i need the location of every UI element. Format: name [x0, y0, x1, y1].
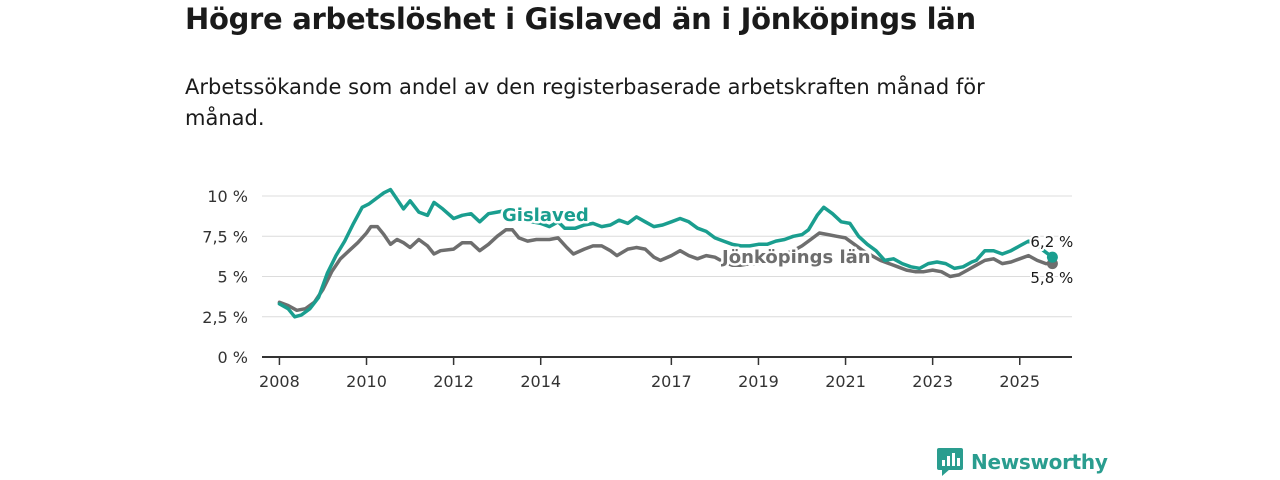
series-end-value-label: 6,2 %	[1030, 233, 1073, 251]
series-end-value-label: 5,8 %	[1030, 269, 1073, 287]
y-tick-label: 0 %	[218, 348, 248, 367]
series-line-gislaved	[277, 187, 1055, 319]
newsworthy-logo: Newsworthy	[937, 448, 1108, 476]
chart-subtitle: Arbetssökande som andel av den registerb…	[185, 75, 985, 130]
chart-title: Högre arbetslöshet i Gislaved än i Jönkö…	[185, 2, 976, 36]
y-tick-label: 10 %	[207, 187, 248, 206]
x-tick-label: 2012	[433, 372, 474, 391]
x-tick-label: 2025	[999, 372, 1040, 391]
series-lines	[277, 187, 1058, 319]
y-tick-label: 5 %	[218, 268, 248, 287]
x-tick-label: 2019	[738, 372, 779, 391]
x-tick-label: 2021	[825, 372, 866, 391]
y-tick-label: 7,5 %	[202, 227, 248, 246]
series-end-marker-gislaved	[1046, 251, 1058, 263]
y-axis-ticks: 0 % 2,5 % 5 % 7,5 % 10 %	[202, 187, 248, 367]
series-line-j-nk-pings-l-n	[277, 224, 1055, 313]
y-tick-label: 2,5 %	[202, 308, 248, 327]
x-tick-label: 2017	[651, 372, 692, 391]
series-name-label: Jönköpings län	[720, 247, 871, 268]
x-tick-label: 2008	[259, 372, 300, 391]
x-axis-ticks: 2008 2010 2012 2014 2017 2019 2021 2023 2025	[259, 357, 1040, 391]
series-name-label: Gislaved	[502, 205, 589, 226]
x-tick-label: 2010	[346, 372, 387, 391]
brand-name: Newsworthy	[971, 450, 1108, 474]
gridlines	[262, 195, 1072, 358]
x-tick-label: 2023	[912, 372, 953, 391]
bar-chart-speech-icon	[937, 448, 963, 476]
x-tick-label: 2014	[520, 372, 561, 391]
series-labels: Gislaved Jönköpings län 6,2 % 5,8 %	[500, 203, 1076, 290]
